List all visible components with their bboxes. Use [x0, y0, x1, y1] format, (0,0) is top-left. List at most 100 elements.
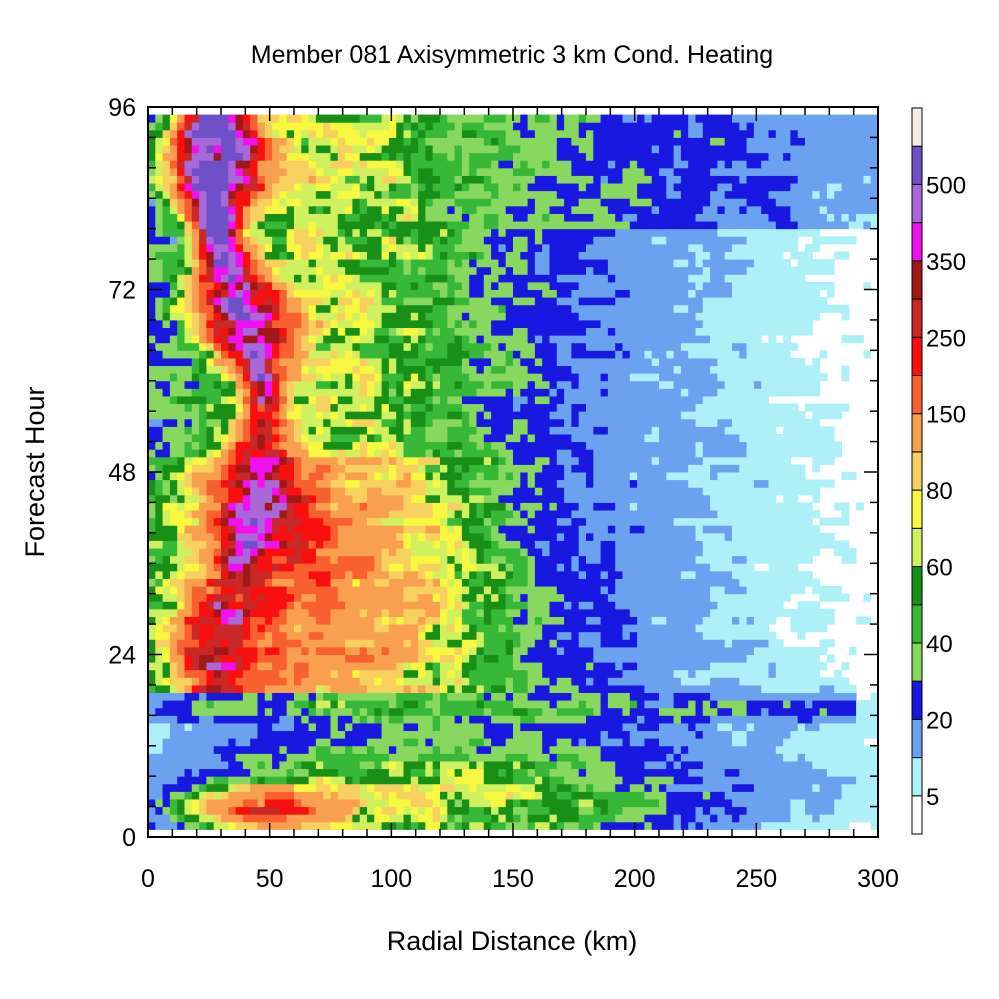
heat-cell: [432, 768, 441, 777]
heat-cell: [483, 243, 492, 252]
heat-cell: [235, 639, 244, 648]
heat-cell: [410, 152, 419, 161]
heat-cell: [498, 753, 507, 762]
heat-cell: [476, 251, 485, 260]
heat-cell: [498, 715, 507, 724]
heat-cell: [323, 183, 331, 192]
heat-cell: [286, 449, 295, 458]
heat-cell: [491, 745, 499, 754]
heat-cell: [432, 145, 441, 154]
heat-cell: [242, 806, 251, 815]
heat-cell: [279, 578, 288, 587]
heat-cell: [199, 593, 207, 602]
heat-cell: [286, 715, 295, 724]
heat-cell: [184, 654, 193, 663]
heat-cell: [191, 297, 200, 306]
heat-cell: [425, 274, 434, 283]
heat-cell: [527, 205, 536, 214]
heat-cell: [461, 555, 470, 564]
heat-cell: [148, 426, 156, 435]
heat-cell: [169, 548, 178, 557]
heat-cell: [425, 570, 434, 579]
heat-cell: [337, 707, 346, 716]
heat-cell: [199, 578, 207, 587]
heat-cell: [242, 312, 251, 321]
heat-cell: [206, 479, 215, 488]
heat-cell: [155, 624, 164, 633]
heat-cell: [491, 472, 499, 481]
heat-cell: [374, 243, 383, 252]
heat-cell: [191, 586, 200, 595]
heat-cell: [454, 289, 463, 298]
heat-cell: [469, 395, 477, 405]
heat-cell: [294, 380, 302, 389]
heat-cell: [213, 190, 222, 199]
heat-cell: [440, 684, 448, 694]
heat-cell: [279, 395, 288, 405]
heat-cell: [206, 700, 215, 709]
heat-cell: [396, 411, 404, 420]
heat-cell: [381, 570, 390, 579]
heat-cell: [345, 593, 353, 602]
heat-cell: [345, 259, 353, 268]
heat-cell: [308, 251, 317, 260]
heat-cell: [308, 586, 317, 595]
heat-cell: [388, 639, 397, 648]
heat-cell: [359, 441, 368, 450]
heat-cell: [352, 525, 361, 534]
heat-cell: [213, 297, 222, 306]
heat-cell: [388, 722, 397, 732]
heat-cell: [242, 114, 251, 123]
heat-cell: [403, 654, 412, 663]
heat-cell: [272, 403, 280, 412]
heat-cell: [418, 449, 426, 458]
heat-cell: [301, 418, 310, 427]
heat-cell: [425, 342, 434, 351]
heat-cell: [279, 624, 288, 633]
heat-cell: [330, 677, 339, 686]
heat-cell: [410, 464, 419, 473]
heat-cell: [279, 753, 288, 762]
heat-cell: [513, 798, 521, 808]
heat-cell: [403, 608, 412, 617]
heat-cell: [199, 654, 207, 663]
heat-cell: [323, 236, 331, 245]
heat-cell: [169, 494, 178, 503]
heat-cell: [294, 624, 302, 633]
heat-cell: [264, 183, 273, 192]
heat-cell: [169, 274, 178, 283]
heat-cell: [520, 487, 529, 496]
heat-cell: [191, 259, 200, 268]
heat-cell: [177, 593, 185, 602]
heat-cell: [315, 616, 324, 625]
heat-cell: [410, 570, 419, 579]
heat-cell: [498, 532, 507, 541]
heat-cell: [228, 624, 237, 633]
heat-cell: [461, 760, 470, 770]
heat-cell: [221, 631, 229, 640]
heat-cell: [388, 198, 397, 207]
heat-cell: [206, 669, 215, 678]
heat-cell: [264, 745, 273, 754]
heat-cell: [155, 783, 164, 792]
heat-cell: [155, 145, 164, 154]
heat-cell: [315, 821, 324, 830]
heat-cell: [294, 190, 302, 199]
heat-cell: [264, 289, 273, 298]
heat-cell: [440, 251, 448, 260]
heat-cell: [498, 205, 507, 214]
heat-cell: [235, 395, 244, 405]
heat-cell: [264, 456, 273, 465]
heat-cell: [301, 738, 310, 747]
heat-cell: [491, 350, 499, 359]
heat-cell: [315, 472, 324, 481]
heat-cell: [169, 502, 178, 511]
heat-cell: [418, 327, 426, 336]
heat-cell: [432, 791, 441, 800]
heat-cell: [476, 221, 485, 230]
heat-cell: [476, 281, 485, 290]
heat-cell: [294, 776, 302, 785]
heat-cell: [242, 730, 251, 739]
heat-cell: [148, 403, 156, 412]
heat-cell: [410, 213, 419, 222]
